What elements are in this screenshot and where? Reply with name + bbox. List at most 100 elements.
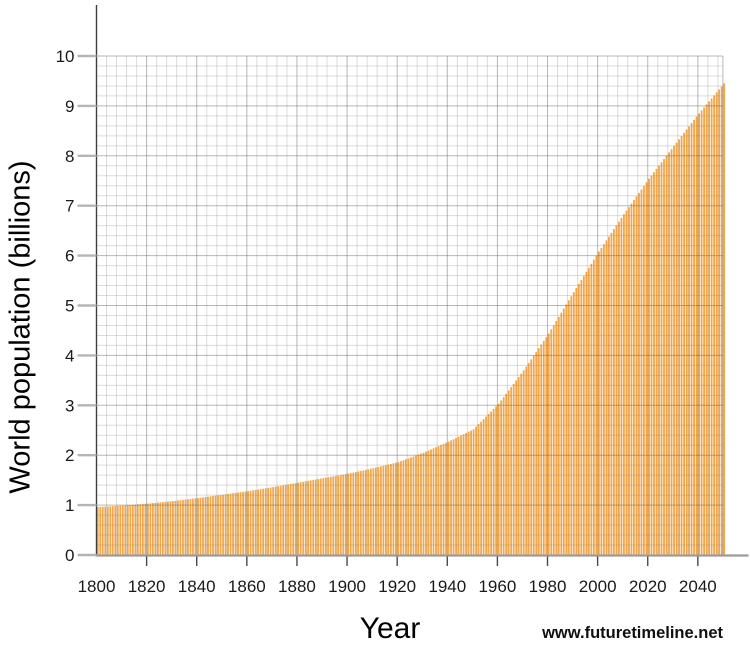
population-bar <box>390 463 392 555</box>
population-bar <box>139 504 142 555</box>
population-bar <box>597 251 600 555</box>
population-bar <box>440 445 442 555</box>
population-bar <box>154 502 157 555</box>
population-bar <box>560 312 563 555</box>
population-bar <box>299 482 302 555</box>
population-bar <box>452 439 455 555</box>
population-bar <box>520 373 523 555</box>
population-bar <box>159 502 162 555</box>
population-bar <box>670 149 673 555</box>
population-bar <box>555 321 558 555</box>
population-bar <box>422 452 425 555</box>
population-bar <box>427 450 430 555</box>
population-bar <box>149 503 152 555</box>
population-bar <box>465 432 467 555</box>
population-bar <box>111 506 114 555</box>
population-bar <box>177 500 179 555</box>
population-bar <box>384 465 387 555</box>
population-bar <box>264 488 267 555</box>
population-bar <box>337 475 340 555</box>
population-bar <box>344 474 347 555</box>
population-bar <box>643 185 645 555</box>
population-bar <box>480 421 483 555</box>
population-bar <box>312 479 315 555</box>
population-bar <box>587 267 590 555</box>
population-bar <box>237 492 239 555</box>
population-bar <box>322 478 325 555</box>
population-bar <box>512 383 515 555</box>
population-bar <box>420 453 422 555</box>
population-bar <box>146 503 149 555</box>
population-bar <box>645 182 648 555</box>
population-bar <box>527 362 530 555</box>
population-bar <box>535 351 538 555</box>
population-bar <box>269 487 272 555</box>
population-bar <box>547 333 550 555</box>
population-bar <box>352 472 355 555</box>
y-axis-title: World population (billions) <box>4 160 37 494</box>
population-bar <box>585 271 588 555</box>
population-bar <box>460 435 462 555</box>
population-bar <box>655 168 658 555</box>
population-bar <box>455 437 457 555</box>
population-bar <box>151 503 154 555</box>
population-bar <box>136 504 139 555</box>
population-bar <box>252 490 254 555</box>
population-bar <box>392 463 395 555</box>
population-bar <box>334 475 337 555</box>
x-tick-label: 1960 <box>478 577 516 596</box>
y-tick-label: 5 <box>65 297 74 316</box>
population-bar <box>437 446 440 555</box>
population-bar <box>457 436 460 555</box>
population-bar <box>109 506 112 555</box>
population-bar <box>402 460 405 555</box>
population-bar <box>572 292 575 555</box>
population-bar <box>445 442 447 555</box>
population-bar <box>339 475 342 555</box>
population-bar <box>259 489 262 555</box>
population-bar <box>532 355 535 555</box>
population-bar <box>507 390 510 555</box>
population-bar <box>369 468 372 555</box>
population-bar <box>487 413 490 555</box>
population-bar <box>432 448 435 555</box>
population-bar <box>713 95 716 555</box>
population-bar <box>357 471 360 555</box>
population-bar <box>141 504 144 555</box>
population-bar <box>467 431 470 555</box>
population-bar <box>397 462 400 555</box>
population-bar <box>162 502 164 555</box>
population-bar <box>665 155 668 555</box>
y-tick-label: 7 <box>65 197 74 216</box>
population-bar <box>405 459 407 555</box>
population-bar <box>342 474 345 555</box>
population-bar <box>577 283 580 555</box>
population-bar <box>294 483 297 555</box>
population-bar <box>267 487 270 555</box>
x-tick-label: 2040 <box>679 577 717 596</box>
population-bar <box>182 499 184 555</box>
population-bar <box>349 473 352 555</box>
population-bar <box>505 393 508 555</box>
population-bar <box>314 479 317 555</box>
population-bar <box>628 207 630 555</box>
population-bar <box>715 92 718 555</box>
population-bar <box>618 221 620 555</box>
population-bar <box>234 492 237 555</box>
population-bar <box>663 158 665 555</box>
population-bar <box>708 101 711 555</box>
population-bar <box>354 472 357 555</box>
population-bar <box>562 308 565 555</box>
x-tick-label: 1980 <box>529 577 567 596</box>
population-bar <box>307 480 310 555</box>
y-tick-label: 9 <box>65 97 74 116</box>
population-bar <box>435 447 437 555</box>
population-bar <box>262 488 265 555</box>
population-bar <box>490 411 493 555</box>
population-bar <box>705 104 708 555</box>
population-bar <box>685 129 688 555</box>
population-bar <box>229 493 232 555</box>
population-bar <box>718 89 721 555</box>
population-bar <box>131 504 134 555</box>
